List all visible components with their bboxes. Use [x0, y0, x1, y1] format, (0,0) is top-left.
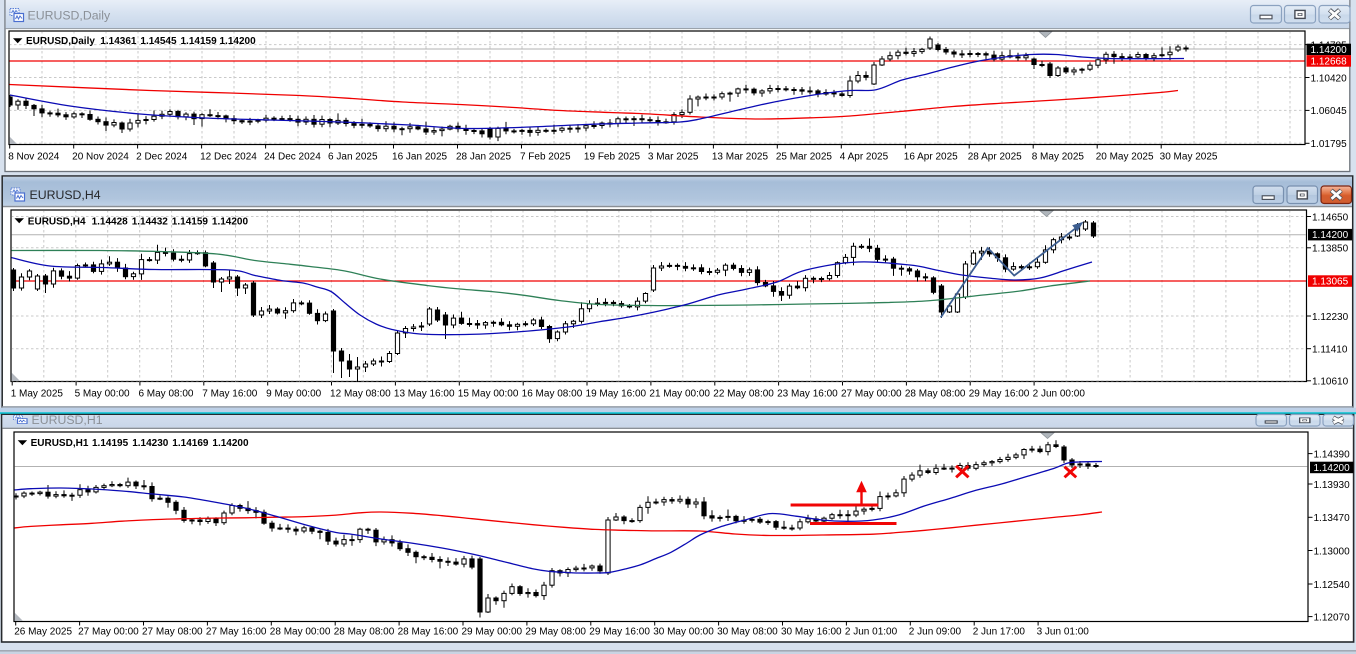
svg-text:1.13000: 1.13000	[1314, 546, 1351, 557]
svg-text:27 May 08:00: 27 May 08:00	[142, 627, 203, 638]
svg-text:EURUSD,H4: EURUSD,H4	[30, 188, 101, 202]
svg-text:EURUSD,Daily: EURUSD,Daily	[28, 9, 112, 23]
svg-text:30 May 2025: 30 May 2025	[1160, 151, 1218, 162]
svg-text:1.14361: 1.14361	[100, 36, 137, 47]
svg-text:1 May 2025: 1 May 2025	[11, 388, 64, 399]
svg-text:1.14200: 1.14200	[220, 36, 257, 47]
svg-text:1.14432: 1.14432	[132, 216, 169, 227]
svg-text:12 May 08:00: 12 May 08:00	[330, 388, 391, 399]
svg-text:8 May 2025: 8 May 2025	[1032, 151, 1085, 162]
svg-text:28 May 08:00: 28 May 08:00	[334, 627, 395, 638]
svg-text:16 May 08:00: 16 May 08:00	[522, 388, 583, 399]
svg-text:29 May 16:00: 29 May 16:00	[969, 388, 1030, 399]
svg-text:1.01795: 1.01795	[1311, 139, 1348, 150]
svg-text:EURUSD,Daily: EURUSD,Daily	[26, 36, 95, 47]
svg-text:1.10610: 1.10610	[1312, 377, 1349, 388]
svg-text:1.06045: 1.06045	[1311, 106, 1348, 117]
svg-text:1.13850: 1.13850	[1312, 244, 1349, 255]
svg-text:28 May 00:00: 28 May 00:00	[270, 627, 331, 638]
svg-text:2 Jun 17:00: 2 Jun 17:00	[973, 627, 1026, 638]
svg-text:1.14390: 1.14390	[1314, 449, 1351, 460]
svg-text:20 May 2025: 20 May 2025	[1096, 151, 1154, 162]
svg-text:1.13065: 1.13065	[1312, 277, 1349, 288]
svg-text:3 Jun 01:00: 3 Jun 01:00	[1037, 627, 1090, 638]
svg-text:28 Apr 2025: 28 Apr 2025	[968, 151, 1022, 162]
svg-text:13 May 16:00: 13 May 16:00	[394, 388, 455, 399]
svg-text:1.14169: 1.14169	[172, 438, 209, 449]
svg-text:1.13930: 1.13930	[1314, 480, 1351, 491]
svg-text:2 Jun 09:00: 2 Jun 09:00	[909, 627, 962, 638]
svg-text:1.14200: 1.14200	[1314, 463, 1351, 474]
svg-text:2 Jun 01:00: 2 Jun 01:00	[845, 627, 898, 638]
svg-text:19 May 16:00: 19 May 16:00	[586, 388, 647, 399]
svg-text:1.14200: 1.14200	[212, 438, 249, 449]
svg-text:1.12668: 1.12668	[1311, 56, 1348, 67]
svg-text:12 Dec 2024: 12 Dec 2024	[200, 151, 257, 162]
svg-text:1.14159: 1.14159	[172, 216, 209, 227]
svg-text:1.14428: 1.14428	[92, 216, 129, 227]
svg-text:28 May 16:00: 28 May 16:00	[398, 627, 459, 638]
svg-text:26 May 2025: 26 May 2025	[14, 627, 72, 638]
svg-text:1.14200: 1.14200	[1312, 230, 1349, 241]
svg-text:25 Mar 2025: 25 Mar 2025	[776, 151, 833, 162]
svg-text:1.14545: 1.14545	[140, 36, 177, 47]
svg-text:29 May 08:00: 29 May 08:00	[525, 627, 586, 638]
svg-text:30 May 00:00: 30 May 00:00	[653, 627, 714, 638]
svg-text:16 Jan 2025: 16 Jan 2025	[392, 151, 447, 162]
svg-text:23 May 16:00: 23 May 16:00	[777, 388, 838, 399]
svg-text:4 Apr 2025: 4 Apr 2025	[840, 151, 889, 162]
svg-text:8 Nov 2024: 8 Nov 2024	[8, 151, 60, 162]
svg-text:24 Dec 2024: 24 Dec 2024	[264, 151, 321, 162]
svg-text:EURUSD,H4: EURUSD,H4	[28, 216, 86, 227]
svg-text:13 Mar 2025: 13 Mar 2025	[712, 151, 769, 162]
svg-text:27 May 00:00: 27 May 00:00	[78, 627, 139, 638]
svg-text:2 Jun 00:00: 2 Jun 00:00	[1033, 388, 1086, 399]
svg-text:22 May 08:00: 22 May 08:00	[713, 388, 774, 399]
svg-text:7 Feb 2025: 7 Feb 2025	[520, 151, 571, 162]
svg-text:EURUSD,H1: EURUSD,H1	[32, 413, 103, 427]
svg-text:29 May 00:00: 29 May 00:00	[462, 627, 523, 638]
svg-text:28 Jan 2025: 28 Jan 2025	[456, 151, 511, 162]
svg-text:1.14230: 1.14230	[132, 438, 169, 449]
svg-text:29 May 16:00: 29 May 16:00	[589, 627, 650, 638]
svg-text:28 May 08:00: 28 May 08:00	[905, 388, 966, 399]
svg-text:1.14200: 1.14200	[1311, 45, 1348, 56]
svg-text:5 May 00:00: 5 May 00:00	[75, 388, 130, 399]
svg-text:30 May 08:00: 30 May 08:00	[717, 627, 778, 638]
svg-text:1.13470: 1.13470	[1314, 513, 1351, 524]
svg-text:6 May 08:00: 6 May 08:00	[138, 388, 193, 399]
svg-text:27 May 00:00: 27 May 00:00	[841, 388, 902, 399]
svg-text:9 May 00:00: 9 May 00:00	[266, 388, 321, 399]
svg-text:1.11410: 1.11410	[1312, 345, 1348, 356]
svg-text:21 May 00:00: 21 May 00:00	[649, 388, 710, 399]
svg-text:1.12070: 1.12070	[1314, 612, 1351, 623]
svg-text:3 Mar 2025: 3 Mar 2025	[648, 151, 699, 162]
svg-text:7 May 16:00: 7 May 16:00	[202, 388, 257, 399]
svg-text:30 May 16:00: 30 May 16:00	[781, 627, 842, 638]
svg-text:1.14650: 1.14650	[1312, 212, 1349, 223]
svg-text:2 Dec 2024: 2 Dec 2024	[136, 151, 188, 162]
svg-text:27 May 16:00: 27 May 16:00	[206, 627, 267, 638]
svg-text:16 Apr 2025: 16 Apr 2025	[904, 151, 958, 162]
svg-text:1.10420: 1.10420	[1311, 73, 1348, 84]
svg-text:1.12230: 1.12230	[1312, 312, 1349, 323]
svg-text:1.14159: 1.14159	[181, 36, 218, 47]
svg-text:20 Nov 2024: 20 Nov 2024	[72, 151, 129, 162]
svg-text:EURUSD,H1: EURUSD,H1	[31, 438, 89, 449]
svg-text:15 May 00:00: 15 May 00:00	[458, 388, 519, 399]
svg-text:1.14200: 1.14200	[212, 216, 249, 227]
svg-text:1.12540: 1.12540	[1314, 580, 1351, 591]
svg-text:1.14195: 1.14195	[92, 438, 129, 449]
svg-text:19 Feb 2025: 19 Feb 2025	[584, 151, 641, 162]
svg-text:6 Jan 2025: 6 Jan 2025	[328, 151, 378, 162]
